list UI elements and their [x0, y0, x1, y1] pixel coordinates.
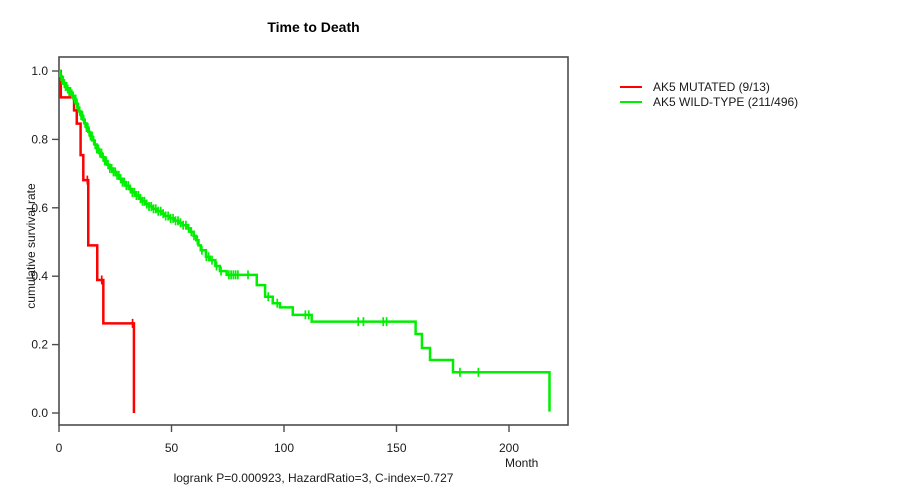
x-axis-title: Month — [505, 456, 539, 470]
legend-item-wildtype: AK5 WILD-TYPE (211/496) — [620, 94, 798, 109]
legend-item-mutated: AK5 MUTATED (9/13) — [620, 79, 798, 94]
x-tick-label: 50 — [165, 441, 179, 455]
x-tick-label: 150 — [386, 441, 406, 455]
x-tick-label: 100 — [274, 441, 294, 455]
mutated-curve — [59, 69, 136, 413]
mutated-line-swatch — [620, 85, 642, 88]
y-tick-label: 0.2 — [31, 338, 48, 352]
chart-title: Time to Death — [267, 19, 360, 35]
y-axis-title: cumulative survival rate — [24, 183, 38, 309]
legend: AK5 MUTATED (9/13) AK5 WILD-TYPE (211/49… — [620, 79, 798, 109]
plot-border — [58, 56, 569, 426]
y-tick-label: 0.6 — [31, 201, 48, 215]
wildtype-curve — [59, 69, 551, 412]
stats-annotation: logrank P=0.000923, HazardRatio=3, C-ind… — [173, 471, 454, 485]
y-tick-label: 0.8 — [31, 132, 48, 146]
x-tick-label: 200 — [499, 441, 519, 455]
y-tick-label: 0.0 — [31, 406, 48, 420]
y-tick-label: 0.4 — [31, 269, 48, 283]
y-tick-label: 1.0 — [31, 64, 48, 78]
wildtype-line-swatch — [620, 100, 642, 103]
legend-label-wildtype: AK5 WILD-TYPE (211/496) — [653, 94, 799, 109]
x-tick-label: 0 — [56, 441, 63, 455]
legend-label-mutated: AK5 MUTATED (9/13) — [653, 79, 770, 94]
